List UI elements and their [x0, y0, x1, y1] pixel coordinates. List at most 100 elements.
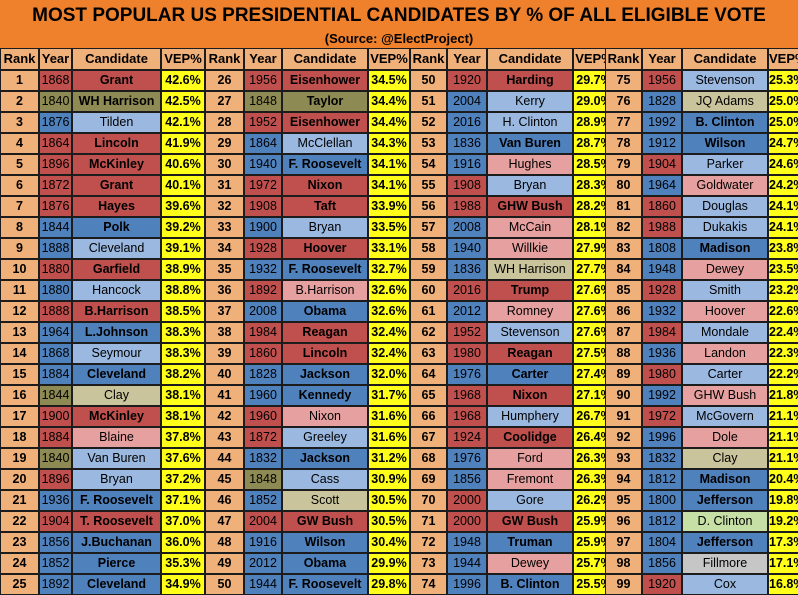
rank-cell: 54: [410, 154, 447, 175]
rank-cell: 45: [205, 469, 244, 490]
candidate-cell: T. Roosevelt: [72, 511, 161, 532]
year-cell: 1988: [447, 196, 487, 217]
vep-cell: 29.8%: [368, 574, 410, 595]
candidate-cell: Dole: [682, 427, 768, 448]
candidate-cell: McKinley: [72, 154, 161, 175]
candidate-cell: L.Johnson: [72, 322, 161, 343]
year-cell: 2000: [447, 511, 487, 532]
header-year: Year: [39, 48, 72, 70]
year-cell: 1972: [244, 175, 282, 196]
candidate-cell: Dewey: [682, 259, 768, 280]
rank-cell: 18: [0, 427, 39, 448]
rank-cell: 43: [205, 427, 244, 448]
rank-cell: 52: [410, 112, 447, 133]
candidate-cell: F. Roosevelt: [282, 259, 368, 280]
rank-cell: 74: [410, 574, 447, 595]
rank-cell: 13: [0, 322, 39, 343]
vep-cell: 42.5%: [161, 91, 205, 112]
rank-cell: 17: [0, 406, 39, 427]
year-cell: 1848: [244, 469, 282, 490]
vep-cell: 25.3%: [768, 70, 798, 91]
rank-cell: 27: [205, 91, 244, 112]
year-cell: 1960: [244, 406, 282, 427]
header-rank: Rank: [410, 48, 447, 70]
header-vep: VEP%: [161, 48, 205, 70]
candidate-cell: McGovern: [682, 406, 768, 427]
rank-cell: 46: [205, 490, 244, 511]
candidate-cell: Ford: [487, 448, 573, 469]
vep-cell: 23.8%: [768, 238, 798, 259]
vep-cell: 28.7%: [573, 133, 615, 154]
year-cell: 1920: [447, 70, 487, 91]
vep-cell: 22.3%: [768, 343, 798, 364]
candidate-cell: H. Clinton: [487, 112, 573, 133]
vep-cell: 22.4%: [768, 322, 798, 343]
rank-cell: 56: [410, 196, 447, 217]
vep-cell: 20.4%: [768, 469, 798, 490]
year-cell: 1804: [642, 532, 682, 553]
candidate-cell: Carter: [487, 364, 573, 385]
year-cell: 1968: [447, 385, 487, 406]
rank-cell: 95: [605, 490, 642, 511]
year-cell: 1856: [39, 532, 72, 553]
rank-cell: 63: [410, 343, 447, 364]
year-cell: 1940: [244, 154, 282, 175]
candidate-cell: Hayes: [72, 196, 161, 217]
candidate-cell: Wilson: [682, 133, 768, 154]
vep-cell: 30.5%: [368, 490, 410, 511]
vep-cell: 24.1%: [768, 196, 798, 217]
candidate-cell: Jefferson: [682, 532, 768, 553]
rank-cell: 84: [605, 259, 642, 280]
year-cell: 1952: [447, 322, 487, 343]
vep-cell: 31.6%: [368, 427, 410, 448]
candidate-cell: WH Harrison: [72, 91, 161, 112]
candidate-cell: Hoover: [282, 238, 368, 259]
rank-cell: 35: [205, 259, 244, 280]
candidate-cell: Nixon: [487, 385, 573, 406]
vep-cell: 34.3%: [368, 133, 410, 154]
candidate-cell: Stevenson: [682, 70, 768, 91]
candidate-cell: Cleveland: [72, 364, 161, 385]
year-cell: 1908: [244, 196, 282, 217]
candidate-cell: Truman: [487, 532, 573, 553]
year-cell: 1980: [642, 364, 682, 385]
year-cell: 1848: [244, 91, 282, 112]
candidate-cell: Landon: [682, 343, 768, 364]
vep-cell: 32.7%: [368, 259, 410, 280]
year-cell: 1948: [447, 532, 487, 553]
rank-cell: 92: [605, 427, 642, 448]
year-cell: 1904: [642, 154, 682, 175]
rank-cell: 88: [605, 343, 642, 364]
rank-cell: 86: [605, 301, 642, 322]
rank-cell: 29: [205, 133, 244, 154]
year-cell: 1900: [244, 217, 282, 238]
vep-cell: 22.6%: [768, 301, 798, 322]
vep-cell: 27.6%: [573, 280, 615, 301]
year-cell: 1956: [244, 70, 282, 91]
year-cell: 1928: [244, 238, 282, 259]
year-cell: 1836: [447, 133, 487, 154]
year-cell: 1980: [447, 343, 487, 364]
year-cell: 1948: [642, 259, 682, 280]
candidate-cell: Fremont: [487, 469, 573, 490]
rank-cell: 4: [0, 133, 39, 154]
vep-cell: 25.9%: [573, 511, 615, 532]
vep-cell: 32.6%: [368, 280, 410, 301]
vep-cell: 38.9%: [161, 259, 205, 280]
year-cell: 1940: [447, 238, 487, 259]
rank-cell: 85: [605, 280, 642, 301]
vep-cell: 27.6%: [573, 322, 615, 343]
rank-cell: 28: [205, 112, 244, 133]
vep-cell: 24.6%: [768, 154, 798, 175]
candidate-cell: Kerry: [487, 91, 573, 112]
year-cell: 1900: [39, 406, 72, 427]
rank-cell: 94: [605, 469, 642, 490]
year-cell: 1988: [642, 217, 682, 238]
candidate-cell: WH Harrison: [487, 259, 573, 280]
candidate-cell: Coolidge: [487, 427, 573, 448]
candidate-cell: Dewey: [487, 553, 573, 574]
year-cell: 2008: [244, 301, 282, 322]
candidate-cell: Van Buren: [487, 133, 573, 154]
vep-cell: 38.8%: [161, 280, 205, 301]
candidate-cell: Humphery: [487, 406, 573, 427]
